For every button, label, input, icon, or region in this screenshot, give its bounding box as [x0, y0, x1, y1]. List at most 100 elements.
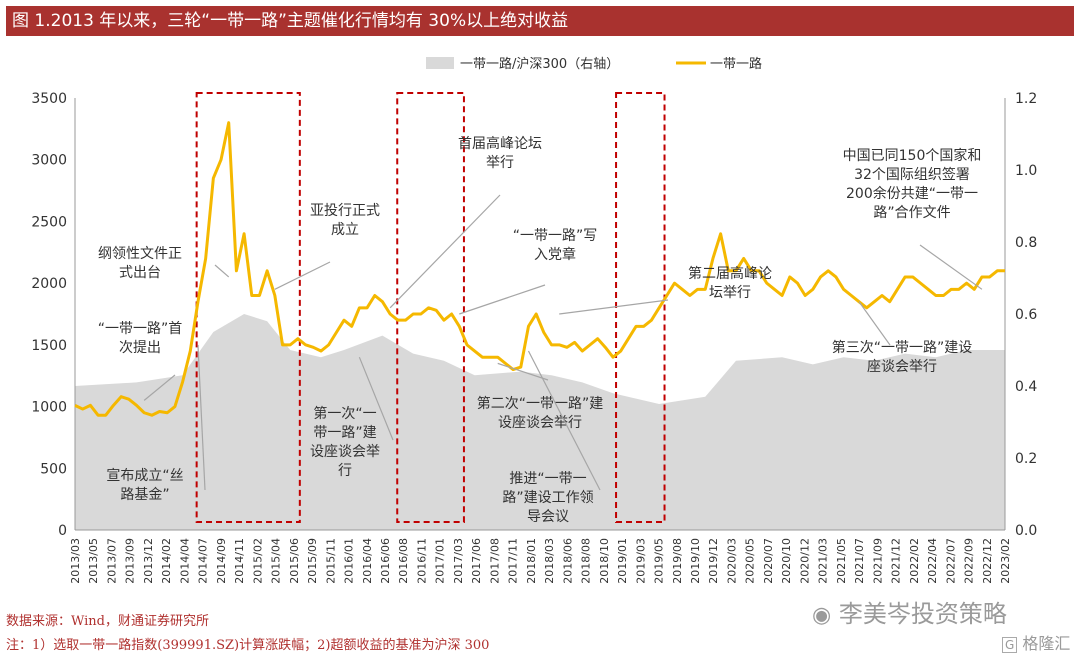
x-tick-label: 2017/01 — [434, 538, 447, 584]
x-tick-label: 2017/08 — [488, 538, 501, 584]
x-tick-label: 2015/11 — [324, 538, 337, 584]
annotation-leader-line — [214, 264, 230, 278]
x-tick-label: 2018/03 — [543, 538, 556, 584]
x-tick-label: 2019/08 — [671, 538, 684, 584]
x-tick-label: 2021/12 — [890, 538, 903, 584]
x-tick-label: 2022/12 — [981, 538, 994, 584]
x-tick-label: 2016/01 — [343, 538, 356, 584]
annotation-label: “一带一路”写 — [513, 228, 598, 244]
annotation-leader-line — [389, 194, 501, 309]
y-left-tick-label: 500 — [40, 461, 67, 477]
annotation-leader-line — [459, 284, 546, 315]
y-left-tick-label: 3500 — [31, 91, 67, 107]
legend-swatch-area — [426, 57, 454, 69]
annotation-label: 宣布成立“丝 — [106, 468, 183, 484]
annotation-label: “一带一路”首 — [98, 321, 183, 337]
annotation-leader-line — [197, 344, 206, 491]
x-tick-label: 2013/03 — [69, 538, 82, 584]
annotation-label: 行 — [338, 463, 352, 479]
annotation-label: 亚投行正式 — [310, 203, 380, 219]
x-tick-label: 2014/02 — [160, 538, 173, 584]
x-tick-label: 2013/07 — [105, 538, 118, 584]
annotation-label: 推进“一带一 — [509, 471, 586, 487]
x-tick-label: 2017/03 — [452, 538, 465, 584]
x-tick-label: 2022/02 — [908, 538, 921, 584]
y-left-tick-label: 2500 — [31, 214, 67, 230]
annotation-leader-line — [559, 299, 669, 315]
x-tick-label: 2017/11 — [507, 538, 520, 584]
x-tick-label: 2020/07 — [762, 538, 775, 584]
x-tick-label: 2020/03 — [725, 538, 738, 584]
figure-title: 图 1.2013 年以来，三轮“一带一路”主题催化行情均有 30%以上绝对收益 — [6, 6, 1074, 36]
x-tick-label: 2018/01 — [525, 538, 538, 584]
belt-road-line-series — [74, 121, 1005, 417]
annotation-label: 举行 — [486, 155, 514, 171]
annotation-label: 首届高峰论坛 — [458, 135, 542, 152]
gelonghui-logo-icon: G — [1002, 637, 1018, 653]
source-text: 数据来源：Wind，财通证券研究所 — [6, 614, 209, 629]
annotation-label: 成立 — [331, 222, 359, 238]
annotation-label: 座谈会举行 — [867, 359, 937, 375]
annotation-leader-line — [527, 350, 601, 491]
annotation-label: 导会议 — [527, 509, 569, 525]
note-text: 注：1）选取一带一路指数(399991.SZ)计算涨跌幅；2)超额收益的基准为沪… — [6, 638, 490, 653]
x-tick-label: 2014/04 — [178, 538, 191, 584]
annotation-label: 第一次“一 — [313, 405, 376, 422]
x-tick-label: 2022/07 — [944, 538, 957, 584]
legend-label-area: 一带一路/沪深300（右轴） — [460, 56, 619, 72]
annotation-label: 第三次“一带一路”建设 — [832, 339, 973, 356]
x-tick-label: 2013/05 — [87, 538, 100, 584]
annotation-label: 32个国际组织签署 — [854, 166, 970, 183]
annotation-label: 式出台 — [119, 265, 161, 281]
annotation-label: 设座谈会举行 — [498, 415, 582, 431]
x-tick-label: 2015/09 — [306, 538, 319, 584]
x-tick-label: 2017/06 — [470, 538, 483, 584]
y-right-tick-label: 0.2 — [1015, 451, 1037, 467]
wechat-watermark-label: 李美岑投资策略 — [838, 600, 1007, 628]
highlight-box — [195, 92, 301, 523]
annotation-label: 200余份共建“一带一 — [846, 185, 978, 202]
annotation-label: 第二次“一带一路”建 — [477, 395, 604, 412]
annotation-label: 入党章 — [534, 246, 576, 263]
ratio-area-series — [75, 314, 1005, 530]
x-tick-label: 2020/10 — [780, 538, 793, 584]
annotation-label: 带一路”建 — [313, 425, 376, 441]
x-tick-label: 2013/12 — [142, 538, 155, 584]
x-tick-label: 2021/07 — [853, 538, 866, 584]
x-tick-label: 2022/09 — [963, 538, 976, 584]
y-right-tick-label: 1.2 — [1015, 91, 1037, 107]
x-tick-label: 2016/08 — [397, 538, 410, 584]
x-tick-label: 2014/09 — [215, 538, 228, 584]
y-left-tick-label: 0 — [58, 523, 67, 539]
x-tick-label: 2014/11 — [233, 538, 246, 584]
x-tick-label: 2014/07 — [197, 538, 210, 584]
chart: 0 500 1000 1500 2000 2500 3000 3500 0.0 0.2 0.4 0.6… — [31, 56, 1037, 584]
x-tick-label: 2023/02 — [999, 538, 1012, 584]
annotation-label: 次提出 — [119, 340, 161, 356]
y-left-tick-label: 1500 — [31, 338, 67, 354]
annotation-label: 中国已同150个国家和 — [843, 147, 982, 164]
annotation-label: 设座谈会举 — [310, 444, 380, 460]
x-tick-label: 2021/05 — [835, 538, 848, 584]
annotation-leader-line — [497, 362, 549, 381]
gelonghui-watermark: G 格隆汇 — [1002, 630, 1070, 654]
x-tick-label: 2019/03 — [634, 538, 647, 584]
x-tick-label: 2016/06 — [379, 538, 392, 584]
annotation-leader-line — [274, 261, 331, 290]
x-tick-label: 2015/04 — [270, 538, 283, 584]
y-right-tick-label: 0.6 — [1015, 307, 1037, 323]
legend-label-line: 一带一路 — [710, 56, 762, 72]
annotation-leader-line — [143, 374, 176, 401]
x-tick-label: 2020/05 — [744, 538, 757, 584]
gelonghui-watermark-label: 格隆汇 — [1022, 634, 1071, 653]
annotation-leader-line — [919, 244, 983, 290]
x-tick-label: 2015/06 — [288, 538, 301, 584]
y-left-tick-label: 2000 — [31, 276, 67, 292]
x-tick-label: 2022/04 — [926, 538, 939, 584]
x-tick-label: 2013/09 — [124, 538, 137, 584]
x-tick-label: 2016/11 — [415, 538, 428, 584]
highlight-box — [615, 92, 666, 523]
x-tick-label: 2021/09 — [871, 538, 884, 584]
annotation-label: 纲领性文件正 — [98, 246, 182, 262]
x-tick-label: 2016/04 — [361, 538, 374, 584]
